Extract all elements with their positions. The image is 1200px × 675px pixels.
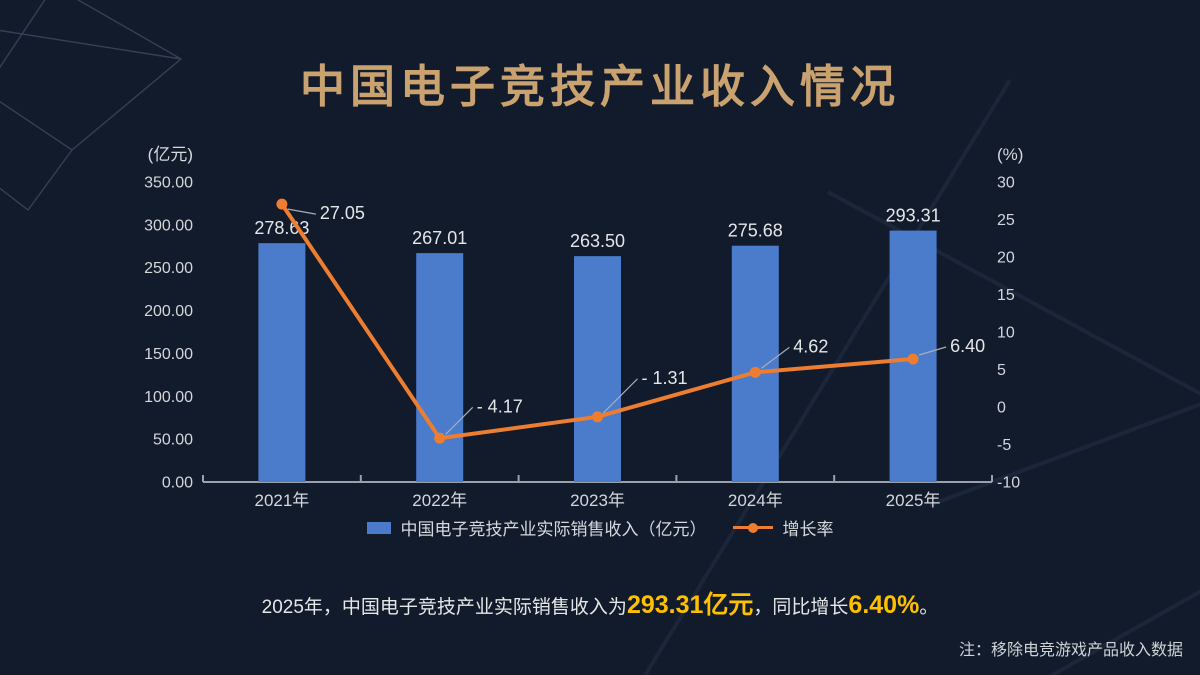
left-axis-tick: 350.00 <box>144 175 193 192</box>
right-axis-tick: -5 <box>997 437 1011 454</box>
right-axis-tick: 5 <box>997 362 1006 379</box>
legend-item-growth: 增长率 <box>732 515 834 540</box>
growth-point-marker <box>276 198 288 210</box>
line-marker-icon <box>747 522 758 533</box>
summary-revenue-highlight: 293.31亿元 <box>626 591 754 619</box>
category-label: 2024年 <box>728 491 783 510</box>
label-leader-line <box>287 208 317 215</box>
bar-value-label: 263.50 <box>570 231 625 251</box>
page-title: 中国电子竞技产业收入情况 <box>299 61 900 112</box>
bar-value-label: 267.01 <box>412 228 467 248</box>
chart-plot-area: 0.00 50.00 100.00 150.00 200.00 250.00 300.00 3… <box>144 175 1020 511</box>
revenue-bar <box>258 243 306 482</box>
left-axis-tick: 300.00 <box>144 217 193 234</box>
growth-point-marker <box>434 432 446 444</box>
left-axis-tick: 100.00 <box>144 389 193 406</box>
left-axis-tick: 50.00 <box>153 432 193 449</box>
growth-value-label: 27.05 <box>320 203 365 223</box>
right-axis-tick: 25 <box>997 212 1015 229</box>
gem-wireframe-decoration <box>0 0 183 211</box>
growth-point-marker <box>907 353 919 365</box>
left-axis-tick: 150.00 <box>144 346 193 363</box>
right-axis-tick: 15 <box>997 287 1015 304</box>
left-axis-tick: 0.00 <box>162 475 193 492</box>
summary-middle: ，同比增长 <box>753 597 849 618</box>
summary-text: 2025年，中国电子竞技产业实际销售收入为293.31亿元，同比增长6.40%。 <box>0 585 1200 621</box>
right-axis-tick: 10 <box>997 325 1015 342</box>
growth-value-label: - 4.17 <box>477 396 523 416</box>
category-label: 2021年 <box>254 491 309 510</box>
label-leader-line <box>918 346 947 356</box>
chart-legend: 中国电子竞技产业实际销售收入（亿元） 增长率 <box>0 515 1200 540</box>
legend-label-revenue: 中国电子竞技产业实际销售收入（亿元） <box>400 520 707 539</box>
category-label: 2023年 <box>570 491 625 510</box>
label-leader-line <box>760 346 790 369</box>
line-series-swatch <box>732 522 773 533</box>
revenue-bar <box>574 256 621 482</box>
growth-value-label: 4.62 <box>793 336 828 356</box>
revenue-bar <box>731 245 779 482</box>
right-axis-tick: 0 <box>997 400 1006 417</box>
right-axis-unit: (%) <box>997 145 1023 164</box>
right-axis-tick: -10 <box>997 475 1020 492</box>
diagonal-lines-decoration <box>642 78 1200 675</box>
growth-value-label: 6.40 <box>950 336 985 356</box>
label-leader-line <box>445 406 474 435</box>
legend-label-growth: 增长率 <box>782 520 834 539</box>
right-axis-tick: 20 <box>997 250 1015 267</box>
left-axis-tick: 200.00 <box>144 303 193 320</box>
growth-point-marker <box>592 411 603 423</box>
summary-suffix: 。 <box>919 597 939 618</box>
footnote: 注：移除电竞游戏产品收入数据 <box>958 642 1183 659</box>
bar-series-swatch <box>366 521 391 534</box>
category-label: 2025年 <box>886 491 941 510</box>
growth-point-marker <box>749 366 761 378</box>
summary-growth-highlight: 6.40% <box>848 591 920 619</box>
bar-value-label: 275.68 <box>728 221 783 241</box>
label-leader-line <box>603 378 638 414</box>
left-axis-unit: (亿元) <box>148 145 193 164</box>
bar-value-label: 293.31 <box>886 206 941 226</box>
right-axis-tick: 30 <box>997 175 1015 192</box>
revenue-bar <box>416 253 464 482</box>
growth-value-label: - 1.31 <box>642 368 688 388</box>
summary-prefix: 2025年，中国电子竞技产业实际销售收入为 <box>261 597 627 618</box>
legend-item-revenue: 中国电子竞技产业实际销售收入（亿元） <box>366 515 707 540</box>
left-axis-tick: 250.00 <box>144 260 193 277</box>
category-label: 2022年 <box>412 491 467 510</box>
